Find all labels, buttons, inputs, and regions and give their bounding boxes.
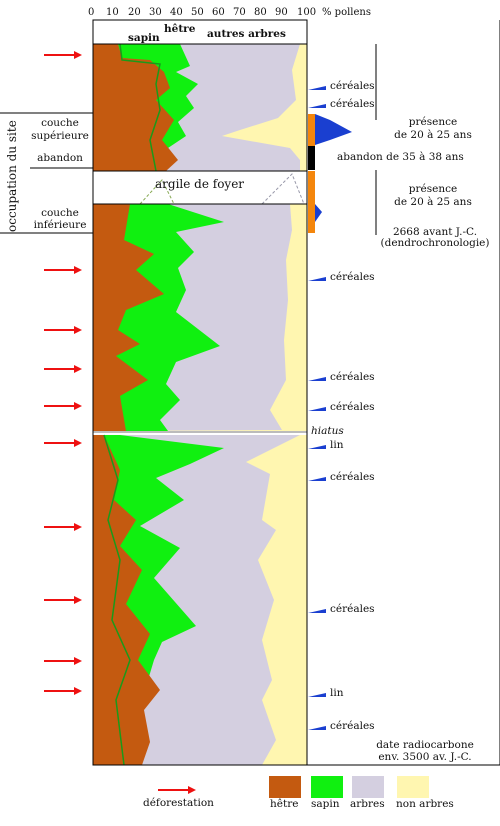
deforestation-arrow-head [74, 596, 82, 604]
occupation-bar [308, 171, 315, 233]
marker-label: céréales [330, 471, 375, 483]
band-label-autres: autres arbres [207, 28, 286, 40]
marker-label: céréales [330, 371, 375, 383]
axis-tick: 10 [106, 7, 119, 18]
axis-unit: % pollens [322, 7, 371, 18]
legend-deforestation-label: déforestation [143, 797, 214, 809]
deforestation-arrow-head [74, 523, 82, 531]
hetre-band [93, 204, 164, 431]
presence2-line1: présence [408, 183, 458, 195]
axis-tick: 40 [170, 7, 183, 18]
sapin-curve [103, 434, 131, 766]
abandon-bar [308, 146, 315, 170]
gap-label: argile de foyer [155, 177, 245, 191]
marker-label: céréales [330, 271, 375, 283]
legend-label: non arbres [396, 798, 454, 810]
legend-swatch-non-arbres [397, 776, 429, 798]
axis-tick: 80 [254, 7, 267, 18]
occupation-bar [308, 114, 315, 146]
axis-tick: 70 [233, 7, 246, 18]
marker-label: céréales [330, 401, 375, 413]
marker-wedge [308, 445, 326, 449]
abandon-left: abandon [37, 152, 83, 164]
band-label-sapin: sapin [128, 32, 160, 44]
marker-wedge [308, 86, 326, 90]
occupation-label: occupation du site [5, 120, 19, 232]
presence2-line2: de 20 à 25 ans [394, 196, 472, 208]
band-label-hetre: hêtre [164, 23, 196, 35]
sapin-curve [119, 43, 161, 172]
radiocarbon-line2: env. 3500 av. J.-C. [378, 751, 472, 763]
deforestation-arrow-head [74, 51, 82, 59]
deforestation-arrow-head [74, 266, 82, 274]
cereal-hump [315, 114, 352, 145]
marker-label: lin [330, 439, 344, 451]
marker-wedge [308, 693, 326, 697]
legend-swatch-sapin [311, 776, 343, 798]
marker-label: céréales [330, 603, 375, 615]
marker-wedge [308, 104, 326, 108]
gap-line [261, 173, 305, 205]
presence1-line1: présence [408, 116, 458, 128]
marker-wedge [308, 277, 326, 281]
deforestation-arrow-head [74, 439, 82, 447]
marker-wedge [308, 477, 326, 481]
hetre-band [93, 44, 178, 171]
marker-wedge [308, 407, 326, 411]
legend-label: hêtre [270, 798, 299, 810]
deforestation-arrow-head [74, 326, 82, 334]
marker-wedge [308, 377, 326, 381]
hiatus-label: hiatus [311, 425, 344, 437]
axis-tick: 0 [88, 7, 95, 18]
marker-wedge [308, 609, 326, 613]
dendro-line2: (dendrochronologie) [380, 237, 490, 249]
deforestation-arrow-head [74, 402, 82, 410]
axis-tick: 100 [297, 7, 317, 18]
deforestation-arrow-head [74, 365, 82, 373]
gap-line [139, 179, 175, 205]
axis-tick: 60 [212, 7, 225, 18]
axis-tick: 20 [128, 7, 141, 18]
axis-tick: 90 [275, 7, 288, 18]
cereal-hump [315, 204, 322, 222]
presence1-line2: de 20 à 25 ans [394, 129, 472, 141]
abandon-right: abandon de 35 à 38 ans [337, 151, 464, 163]
hetre-band [93, 435, 160, 765]
deforestation-arrow-head [74, 657, 82, 665]
couche-inf-line2: inférieure [33, 219, 87, 231]
legend-label: sapin [311, 798, 340, 810]
couche-sup-line2: supérieure [31, 130, 89, 142]
marker-label: céréales [330, 720, 375, 732]
dendro-line1: 2668 avant J.-C. [392, 226, 478, 238]
axis-tick: 50 [191, 7, 204, 18]
legend-label: arbres [350, 798, 385, 810]
marker-wedge [308, 726, 326, 730]
marker-label: céréales [330, 80, 375, 92]
marker-label: lin [330, 687, 344, 699]
couche-sup-line1: couche [41, 117, 79, 129]
axis-tick: 30 [149, 7, 162, 18]
couche-inf-line1: couche [41, 207, 79, 219]
marker-label: céréales [330, 98, 375, 110]
legend-swatch-arbres [352, 776, 384, 798]
deforestation-arrow-head [74, 687, 82, 695]
radiocarbon-line1: date radiocarbone [376, 739, 474, 751]
legend-arrow-head [188, 786, 196, 794]
legend-swatch-hetre [269, 776, 301, 798]
